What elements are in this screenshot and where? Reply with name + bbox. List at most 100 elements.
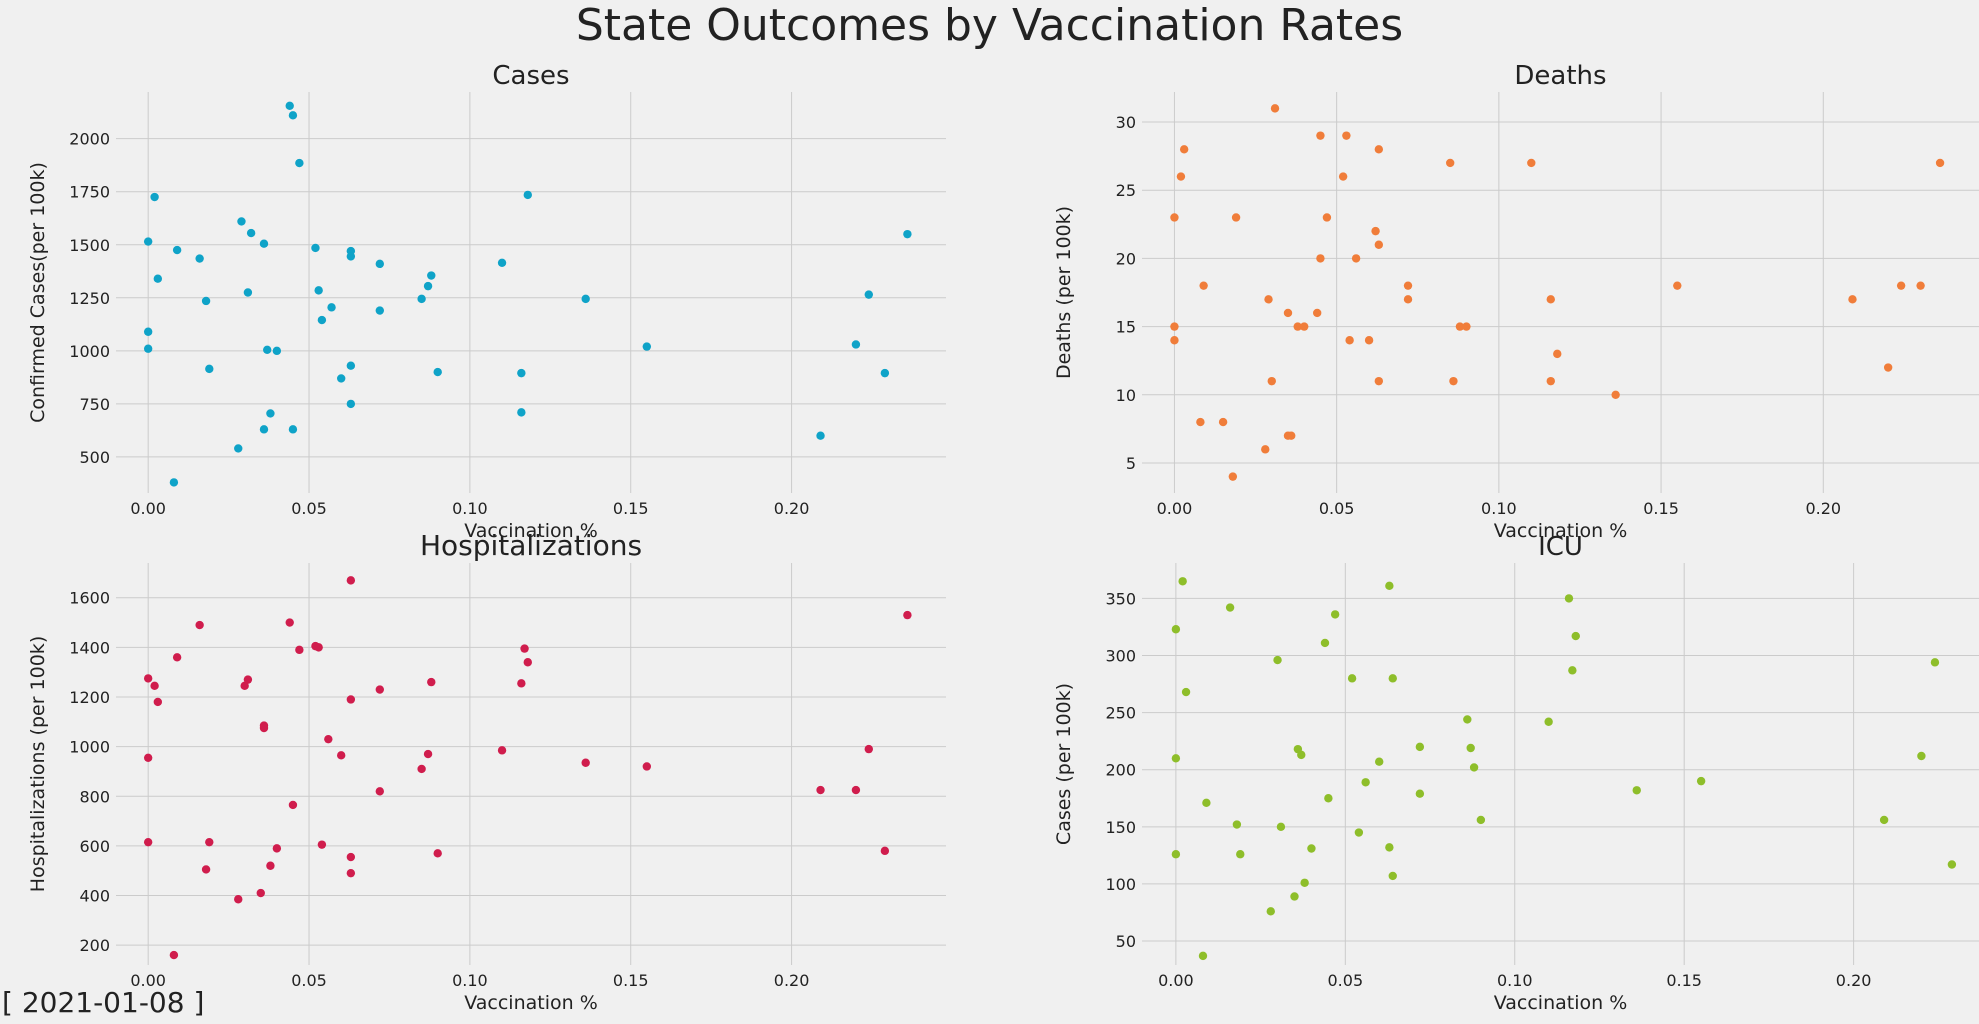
y-tick-label: 1400 [69,638,110,657]
data-point [1375,757,1384,766]
data-point [1236,850,1245,859]
data-point [880,368,890,378]
data-point [1469,763,1479,772]
data-point [1199,281,1208,290]
data-point [1324,794,1333,803]
data-point [143,327,153,336]
data-point [1170,336,1179,345]
y-tick-label: 20 [1116,249,1136,268]
data-point [169,950,179,960]
data-point [1568,666,1577,675]
y-tick-label: 100 [1105,875,1136,894]
data-point [234,444,243,453]
data-point [246,228,256,238]
data-point [285,618,294,627]
data-point [1270,104,1280,113]
y-tick-label: 150 [1105,818,1136,837]
data-point [143,674,153,683]
y-tick-label: 500 [79,448,110,467]
data-point [169,478,179,487]
data-point [1266,907,1275,916]
data-point [1312,308,1322,318]
data-point [1231,213,1241,222]
x-tick-label: 0.05 [291,971,327,990]
data-point [1170,213,1179,222]
x-tick-label: 0.10 [452,499,488,518]
y-axis-label: Deaths (per 100k) [1053,206,1075,379]
data-point [1544,717,1553,726]
data-point [642,342,652,351]
data-point [520,644,529,653]
data-point [1455,322,1465,331]
data-point [266,861,275,870]
y-tick-label: 5 [1126,454,1136,473]
data-point [1896,281,1906,290]
data-point [1171,625,1181,634]
data-point [1261,445,1270,454]
data-point [523,658,532,667]
data-point [1354,828,1364,837]
data-point [1403,281,1413,290]
data-point [1171,850,1181,859]
y-tick-label: 600 [79,837,110,856]
data-point [1179,145,1189,154]
data-point [1388,871,1397,881]
data-point [1181,687,1191,697]
y-tick-label: 30 [1116,113,1136,132]
chart-title: ICU [1538,532,1583,562]
data-point [903,229,912,239]
data-point [523,190,532,200]
data-point [240,681,249,691]
data-point [417,294,426,304]
x-axis-label: Vaccination % [1494,992,1628,1014]
data-point [311,243,320,253]
data-point [288,800,298,810]
data-point [1300,878,1309,887]
x-axis-label: Vaccination % [464,992,598,1014]
data-point [1345,336,1354,345]
data-point [433,367,442,377]
data-point [816,431,825,440]
data-point [1883,363,1893,372]
data-point [427,271,436,280]
data-point [205,837,214,847]
data-point [1415,742,1425,752]
y-tick-label: 800 [79,787,110,806]
data-point [1170,322,1179,331]
data-point [1196,417,1205,427]
y-tick-label: 200 [79,936,110,955]
data-point [346,576,356,585]
data-point [1553,349,1562,359]
y-tick-label: 10 [1116,386,1136,405]
data-point [423,749,433,759]
chart-hospitalizations: 0.00 0.05 0.10 0.15 0.20 200 400 600 800 1000 1200… [27,529,946,1014]
y-tick-label: 1500 [69,236,110,255]
data-point [195,254,204,263]
data-point [314,643,323,652]
data-point [150,681,159,691]
data-point [375,306,384,315]
data-point [259,723,269,733]
data-point [1917,751,1926,761]
data-point [1388,674,1397,683]
data-point [1338,172,1348,181]
data-point [375,685,384,694]
data-point [143,837,153,847]
x-tick-label: 0.00 [1157,499,1193,518]
data-point [375,259,384,269]
data-point [1361,778,1370,787]
data-point [256,888,265,898]
data-point [1935,158,1945,168]
x-tick-label: 0.10 [452,971,488,990]
x-tick-label: 0.15 [613,499,649,518]
x-tick-label: 0.05 [1319,499,1355,518]
x-tick-label: 0.15 [1666,971,1702,990]
data-point [1351,254,1361,263]
y-axis-label: Confirmed Cases(per 100k) [27,162,49,423]
data-point [1385,843,1394,852]
data-point [1264,295,1273,304]
data-point [1374,376,1384,386]
data-point [1527,158,1536,168]
data-point [172,245,182,255]
